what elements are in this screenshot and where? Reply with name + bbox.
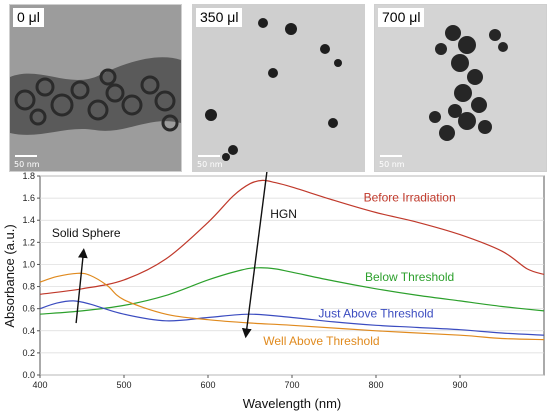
- x-axis-title: Wavelength (nm): [243, 396, 342, 411]
- panel-label-350ul: 350 μl: [196, 8, 243, 27]
- hgn-arrow: [241, 172, 268, 339]
- annotation-below-threshold: Below Threshold: [365, 270, 454, 284]
- absorbance-chart: 0.0 0.2 0.4 0.6 0.8 1.0 1.2 1.4 1.6 1.8 400 500 600 7…: [2, 172, 545, 411]
- annotation-before-irradiation: Before Irradiation: [364, 190, 456, 204]
- annotation-solid-sphere: Solid Sphere: [52, 226, 121, 240]
- y-tick-label: 1.8: [22, 172, 35, 181]
- x-tick-label: 500: [116, 380, 131, 390]
- x-tick-label: 800: [368, 380, 383, 390]
- solid-sphere-arrow: [75, 248, 88, 324]
- annotation-hgn: HGN: [270, 207, 297, 221]
- scale-bar: [198, 155, 220, 157]
- tem-panel-350ul: 350 μl 50 nm: [192, 4, 365, 172]
- y-tick-label: 1.6: [22, 193, 35, 203]
- x-tick-label: 600: [200, 380, 215, 390]
- scale-label: 50 nm: [379, 160, 405, 169]
- x-tick-label: 700: [284, 380, 299, 390]
- series-line-below-threshold: [39, 267, 545, 315]
- y-tick-label: 0.6: [22, 304, 35, 314]
- y-tick-label: 1.0: [22, 259, 35, 269]
- x-tick-label: 400: [32, 380, 47, 390]
- tem-panel-0ul: 0 μl 50 nm: [9, 4, 182, 172]
- y-tick-label: 0.2: [22, 348, 35, 358]
- scale-label: 50 nm: [14, 160, 40, 169]
- panel-label-0ul: 0 μl: [13, 8, 44, 27]
- tem-image-350ul: [193, 5, 364, 171]
- y-tick-label: 1.4: [22, 215, 35, 225]
- annotation-just-above-threshold: Just Above Threshold: [318, 307, 433, 321]
- y-tick-label: 0.0: [22, 370, 35, 380]
- series-line-well-above-threshold: [39, 272, 545, 341]
- y-axis-title: Absorbance (a.u.): [2, 224, 17, 327]
- x-tick-label: 900: [452, 380, 467, 390]
- panel-label-700ul: 700 μl: [378, 8, 425, 27]
- series-line-before-irradiation: [39, 179, 545, 295]
- annotation-well-above-threshold: Well Above Threshold: [263, 334, 379, 348]
- scale-bar: [380, 155, 402, 157]
- plot-frame: [39, 175, 545, 376]
- tem-image-0ul: [10, 5, 181, 171]
- y-tick-label: 0.8: [22, 282, 35, 292]
- tem-panel-700ul: 700 μl 50 nm: [374, 4, 547, 172]
- tem-image-700ul: [375, 5, 546, 171]
- y-tick-label: 1.2: [22, 237, 35, 247]
- scale-label: 50 nm: [197, 160, 223, 169]
- scale-bar: [15, 155, 37, 157]
- y-tick-label: 0.4: [22, 326, 35, 336]
